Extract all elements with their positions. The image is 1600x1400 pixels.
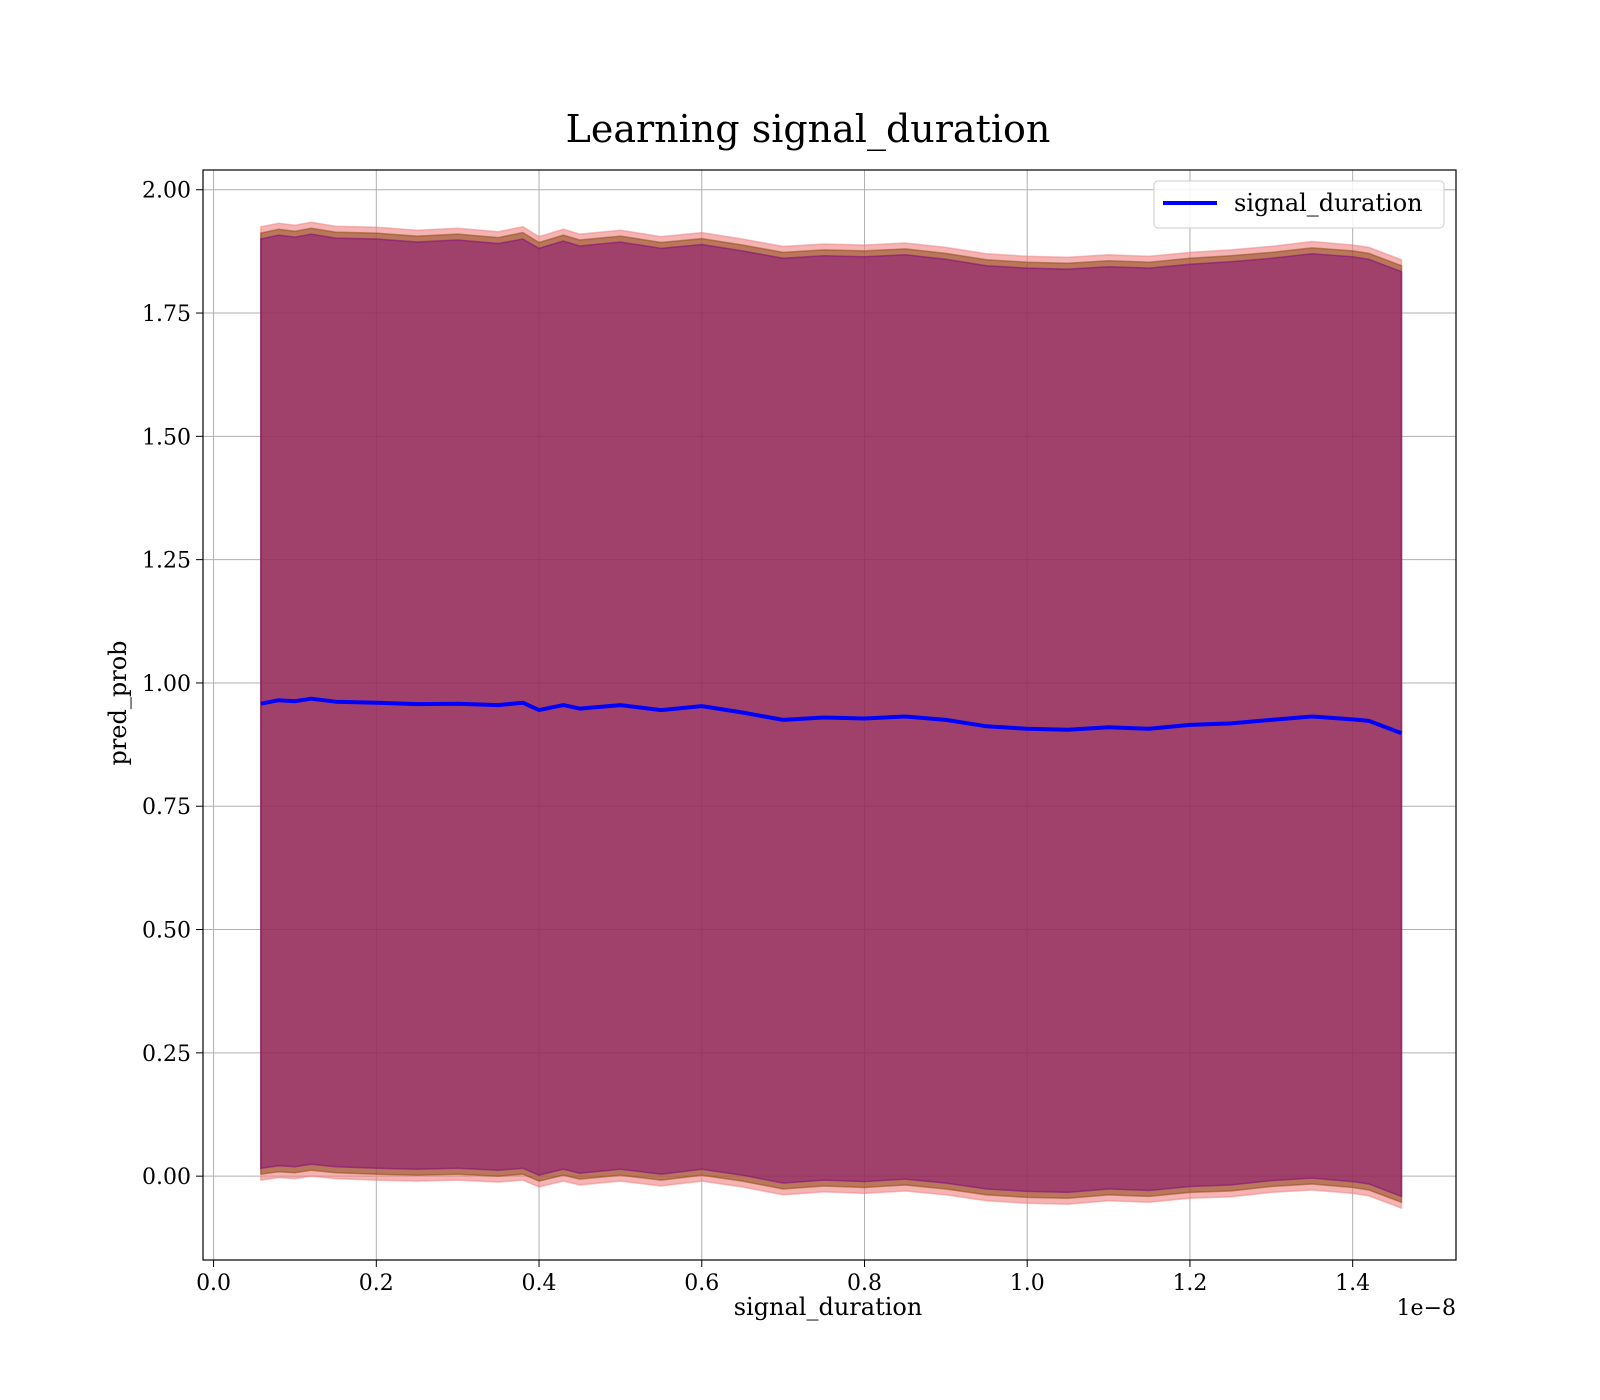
legend-box [1153, 180, 1445, 229]
band-layer [260, 221, 1403, 1210]
y-tick-label: 1.25 [142, 549, 191, 574]
x-axis-label: signal_duration [734, 1293, 923, 1321]
x-tick-label: 0.8 [847, 1271, 882, 1296]
x-offset-label: 1e−8 [1397, 1296, 1456, 1321]
y-tick-label: 2.00 [142, 179, 191, 204]
y-tick-label: 1.00 [142, 672, 191, 697]
plot-frame [202, 169, 1457, 1261]
tick-layer: 0.0 0.2 0.4 0.6 0.8 1.0 1.2 1.4 0.00 0.25 0.50 0.75… [142, 179, 1370, 1296]
y-tick-label: 0.25 [142, 1042, 191, 1067]
y-tick-label: 0.75 [142, 795, 191, 820]
legend: signal_duration [1153, 180, 1445, 229]
line-layer [260, 696, 1403, 736]
legend-label: signal_duration [1234, 189, 1423, 217]
x-tick-label: 0.2 [359, 1271, 394, 1296]
y-tick-label: 0.00 [142, 1165, 191, 1190]
y-tick-label: 1.75 [142, 302, 191, 327]
chart-title: Learning signal_duration [566, 107, 1051, 152]
uncertainty-band-1 [260, 227, 1403, 1204]
x-tick-label: 0.6 [684, 1271, 719, 1296]
x-tick-label: 1.0 [1010, 1271, 1045, 1296]
x-tick-label: 0.4 [522, 1271, 557, 1296]
x-tick-label: 0.0 [196, 1271, 231, 1296]
x-tick-label: 1.2 [1172, 1271, 1207, 1296]
x-tick-label: 1.4 [1335, 1271, 1370, 1296]
uncertainty-band-2 [260, 233, 1403, 1198]
y-tick-label: 0.50 [142, 919, 191, 944]
y-tick-label: 1.50 [142, 425, 191, 450]
series-line-0 [260, 696, 1403, 736]
y-axis-label: pred_prob [104, 640, 132, 765]
